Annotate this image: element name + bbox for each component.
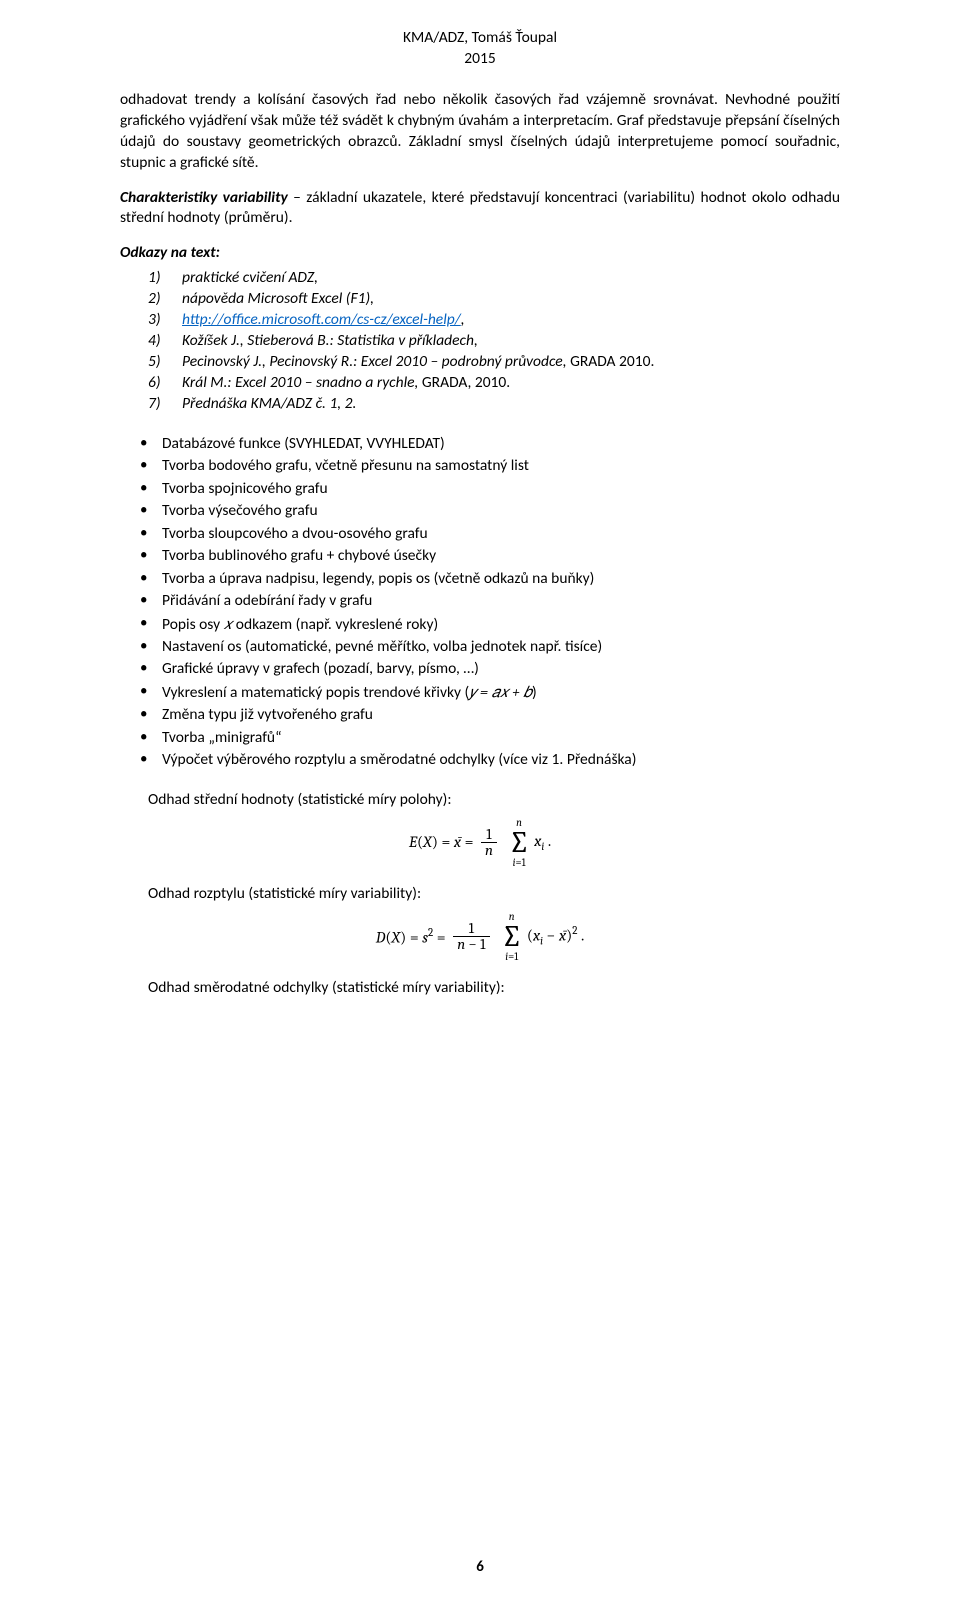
header-course-author: KMA/ADZ, Tomáš Ťoupal <box>120 28 840 49</box>
page-header: KMA/ADZ, Tomáš Ťoupal 2015 <box>120 28 840 70</box>
topic-item: Tvorba spojnicového grafu <box>162 478 840 500</box>
references-list: 1)praktické cvičení ADZ, 2)nápověda Micr… <box>120 268 840 414</box>
ref-item-4: 4)Kožíšek J., Stieberová B.: Statistika … <box>182 331 840 352</box>
intro-paragraph: odhadovat trendy a kolísání časových řad… <box>120 90 840 174</box>
header-year: 2015 <box>120 49 840 70</box>
references-block: Odkazy na text: 1)praktické cvičení ADZ,… <box>120 243 840 414</box>
variability-paragraph: Charakteristiky variability – základní u… <box>120 188 840 230</box>
ref-link[interactable]: http://office.microsoft.com/cs-cz/excel-… <box>182 310 461 329</box>
variability-lead: Charakteristiky variability <box>120 188 288 207</box>
variance-label: Odhad rozptylu (statistické míry variabi… <box>120 884 840 905</box>
topic-item: Výpočet výběrového rozptylu a směrodatné… <box>162 749 840 771</box>
topic-item: Tvorba sloupcového a dvou-osového grafu <box>162 523 840 545</box>
topic-item-axis: Popis osy 𝑥 odkazem (např. vykreslené ro… <box>162 613 840 636</box>
ref-item-6: 6)Král M.: Excel 2010 – snadno a rychle,… <box>182 373 840 394</box>
topic-item-trend: Vykreslení a matematický popis trendové … <box>162 681 840 704</box>
topic-item: Databázové funkce (SVYHLEDAT, VVYHLEDAT) <box>162 433 840 455</box>
topic-item: Změna typu již vytvořeného grafu <box>162 704 840 726</box>
topic-item: Tvorba a úprava nadpisu, legendy, popis … <box>162 568 840 590</box>
topics-list: Databázové funkce (SVYHLEDAT, VVYHLEDAT)… <box>120 433 840 772</box>
ref-item-7: 7)Přednáška KMA/ADZ č. 1, 2. <box>182 394 840 415</box>
ref-item-2: 2)nápověda Microsoft Excel (F1), <box>182 289 840 310</box>
page-number: 6 <box>0 1557 960 1577</box>
mean-label: Odhad střední hodnoty (statistické míry … <box>120 790 840 811</box>
topic-item: Přidávání a odebírání řady v grafu <box>162 590 840 612</box>
topic-item: Tvorba bublinového grafu + chybové úsečk… <box>162 545 840 567</box>
ref-item-3: 3)http://office.microsoft.com/cs-cz/exce… <box>182 310 840 331</box>
stddev-label: Odhad směrodatné odchylky (statistické m… <box>120 978 840 999</box>
topic-item: Tvorba výsečového grafu <box>162 500 840 522</box>
topic-item: Grafické úpravy v grafech (pozadí, barvy… <box>162 658 840 680</box>
ref-item-1: 1)praktické cvičení ADZ, <box>182 268 840 289</box>
topic-item: Tvorba „minigrafů“ <box>162 727 840 749</box>
page: KMA/ADZ, Tomáš Ťoupal 2015 odhadovat tre… <box>0 0 960 1601</box>
mean-equation: E(X) = x̄ = 1n n∑i=1 xi . <box>120 817 840 868</box>
variance-equation: D(X) = s2 = 1n − 1 n∑i=1 (xi − x̄)2 . <box>120 911 840 962</box>
topic-item: Tvorba bodového grafu, včetně přesunu na… <box>162 455 840 477</box>
references-title: Odkazy na text: <box>120 243 840 264</box>
topic-item: Nastavení os (automatické, pevné měřítko… <box>162 636 840 658</box>
ref-item-5: 5)Pecinovský J., Pecinovský R.: Excel 20… <box>182 352 840 373</box>
